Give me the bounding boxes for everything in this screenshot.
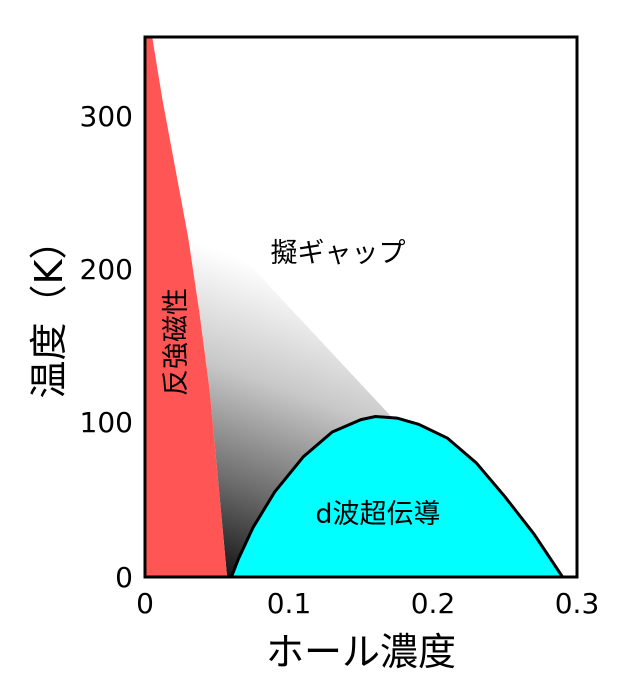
y-tick-200: 200 [80, 253, 133, 286]
d-wave-label: d波超伝導 [315, 499, 440, 530]
x-tick-0.2: 0.2 [411, 587, 456, 620]
pseudogap-label: 擬ギャップ [271, 238, 406, 269]
plot-frame [143, 35, 579, 579]
y-tick-300: 300 [80, 100, 133, 133]
x-axis-title: ホール濃度 [266, 630, 456, 674]
x-tick-0.3: 0.3 [555, 587, 600, 620]
y-axis-title: 温度（K） [27, 222, 71, 399]
y-tick-0: 0 [115, 561, 133, 594]
antiferromagnetic-label: 反強磁性 [161, 288, 192, 396]
d-wave-superconducting-dome [229, 414, 566, 579]
x-tick-0: 0 [136, 587, 154, 620]
antiferromagnetic-region [145, 37, 228, 577]
y-tick-100: 100 [80, 406, 133, 439]
x-tick-0.1: 0.1 [267, 587, 312, 620]
pseudogap-region [188, 206, 397, 577]
